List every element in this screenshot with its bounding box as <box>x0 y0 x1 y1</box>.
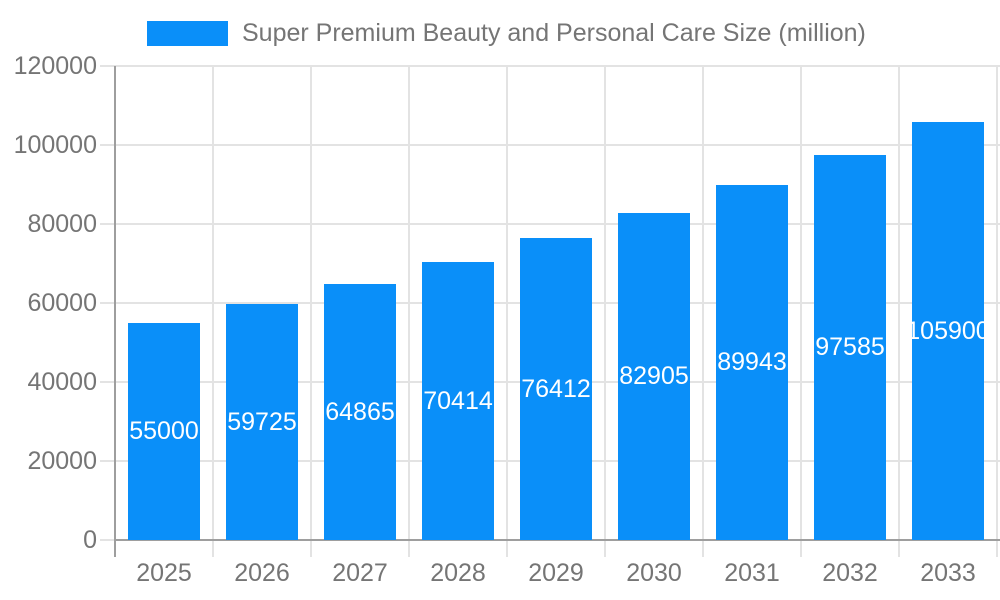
gridline-vertical <box>604 66 606 557</box>
bar[interactable] <box>422 261 494 540</box>
bar[interactable] <box>814 154 886 540</box>
bar[interactable] <box>912 121 984 540</box>
gridline-horizontal <box>100 144 1000 146</box>
y-tick-label: 60000 <box>27 289 97 317</box>
bar[interactable] <box>716 184 788 540</box>
bar[interactable] <box>324 283 396 540</box>
x-axis-line <box>115 539 1000 541</box>
y-tick-label: 80000 <box>27 210 97 238</box>
gridline-horizontal <box>100 223 1000 225</box>
gridline-vertical <box>800 66 802 557</box>
gridline-vertical <box>212 66 214 557</box>
gridline-vertical <box>702 66 704 557</box>
gridline-vertical <box>898 66 900 557</box>
x-tick-label: 2028 <box>430 559 486 587</box>
x-tick-label: 2032 <box>822 559 878 587</box>
gridline-vertical <box>506 66 508 557</box>
gridline-vertical <box>310 66 312 557</box>
bar[interactable] <box>226 304 298 540</box>
x-tick-label: 2026 <box>234 559 290 587</box>
x-tick-label: 2031 <box>724 559 780 587</box>
y-tick-label: 120000 <box>13 52 97 80</box>
legend[interactable]: Super Premium Beauty and Personal Care S… <box>147 18 866 48</box>
gridline-horizontal <box>100 65 1000 67</box>
bar[interactable] <box>128 322 200 540</box>
x-tick-label: 2030 <box>626 559 682 587</box>
x-tick-label: 2029 <box>528 559 584 587</box>
bar[interactable] <box>520 238 592 540</box>
bar[interactable] <box>618 212 690 540</box>
y-tick-label: 20000 <box>27 447 97 475</box>
gridline-vertical <box>996 66 998 557</box>
x-tick-label: 2025 <box>136 559 192 587</box>
x-tick-label: 2027 <box>332 559 388 587</box>
legend-swatch <box>147 20 228 46</box>
x-tick-label: 2033 <box>920 559 976 587</box>
y-tick-label: 40000 <box>27 368 97 396</box>
legend-label: Super Premium Beauty and Personal Care S… <box>242 18 866 47</box>
y-tick-label: 0 <box>83 526 97 554</box>
y-axis-line <box>114 66 116 557</box>
y-tick-label: 100000 <box>13 131 97 159</box>
gridline-vertical <box>408 66 410 557</box>
